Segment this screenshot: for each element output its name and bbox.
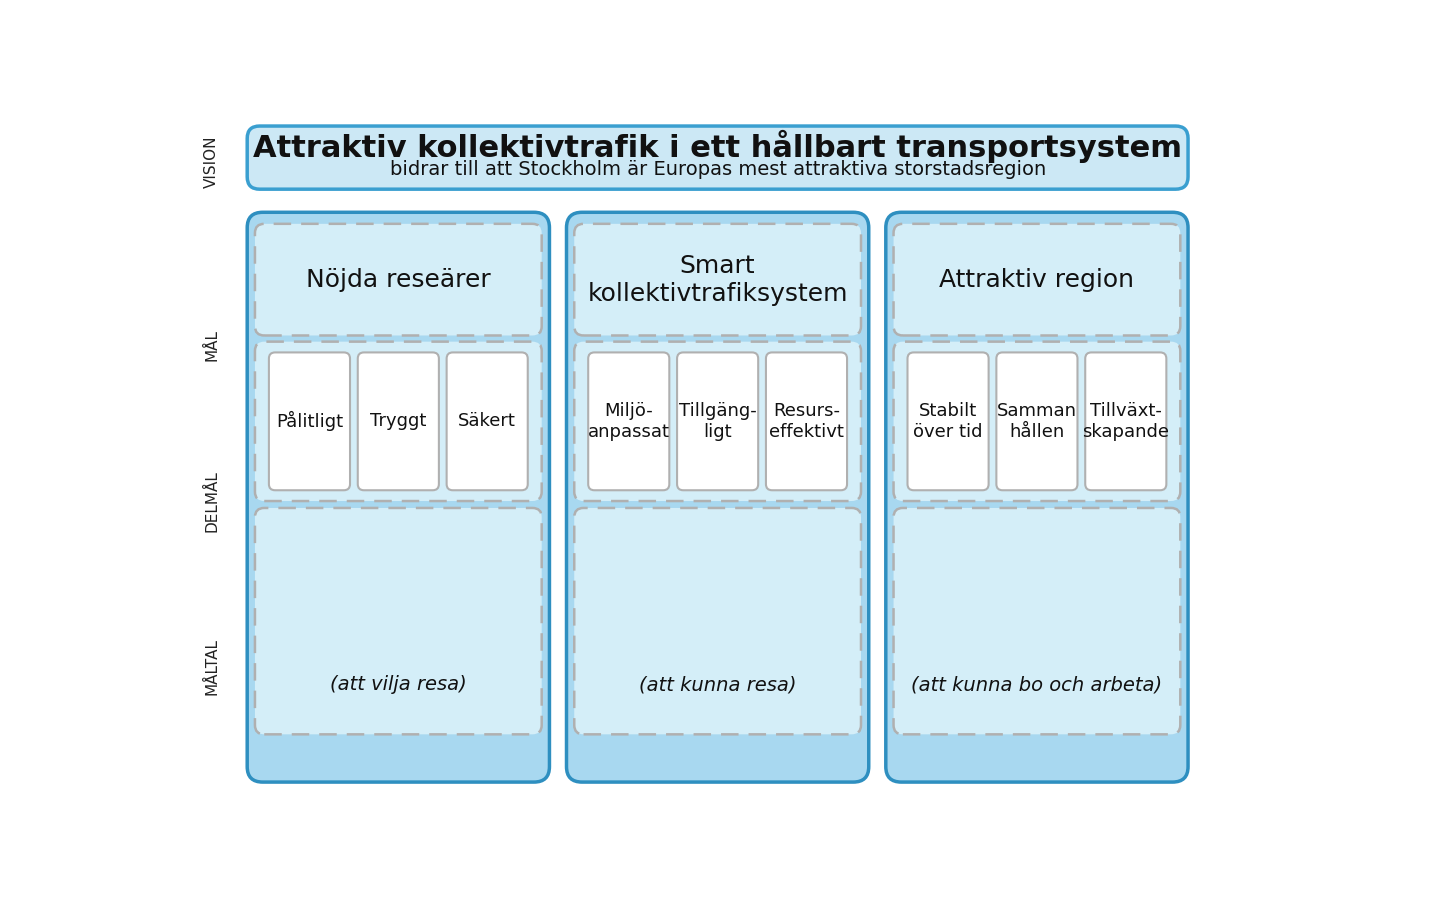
FancyBboxPatch shape (894, 224, 1180, 336)
FancyBboxPatch shape (894, 508, 1180, 734)
FancyBboxPatch shape (766, 352, 848, 491)
FancyBboxPatch shape (358, 352, 438, 491)
FancyBboxPatch shape (255, 224, 541, 336)
Text: Stabilt
över tid: Stabilt över tid (914, 402, 982, 441)
Text: Nöjda reseärer: Nöjda reseärer (306, 267, 491, 291)
FancyBboxPatch shape (567, 212, 869, 782)
FancyBboxPatch shape (574, 508, 861, 734)
FancyBboxPatch shape (574, 342, 861, 501)
FancyBboxPatch shape (894, 342, 1180, 501)
Text: Resurs-
effektivt: Resurs- effektivt (769, 402, 843, 441)
Text: Tillgäng-
ligt: Tillgäng- ligt (679, 402, 756, 441)
Text: Säkert: Säkert (458, 412, 516, 431)
FancyBboxPatch shape (574, 224, 861, 336)
FancyBboxPatch shape (589, 352, 669, 491)
FancyBboxPatch shape (248, 212, 550, 782)
Text: DELMÅL: DELMÅL (203, 470, 219, 532)
Text: (att kunna resa): (att kunna resa) (639, 675, 796, 694)
Text: MÅL: MÅL (203, 329, 219, 361)
FancyBboxPatch shape (886, 212, 1189, 782)
FancyBboxPatch shape (248, 126, 1189, 189)
Text: Miljö-
anpassat: Miljö- anpassat (587, 402, 670, 441)
FancyBboxPatch shape (269, 352, 349, 491)
Text: Tryggt: Tryggt (369, 412, 427, 431)
Text: MÅLTAL: MÅLTAL (203, 638, 219, 695)
Text: Smart
kollektivtrafiksystem: Smart kollektivtrafiksystem (587, 254, 848, 305)
FancyBboxPatch shape (255, 508, 541, 734)
Text: Tillväxt-
skapande: Tillväxt- skapande (1083, 402, 1170, 441)
FancyBboxPatch shape (677, 352, 758, 491)
FancyBboxPatch shape (997, 352, 1077, 491)
Text: Attraktiv region: Attraktiv region (939, 267, 1134, 291)
Text: Samman
hållen: Samman hållen (997, 402, 1077, 441)
Text: bidrar till att Stockholm är Europas mest attraktiva storstadsregion: bidrar till att Stockholm är Europas mes… (390, 160, 1045, 180)
FancyBboxPatch shape (1085, 352, 1166, 491)
Text: VISION: VISION (203, 136, 219, 188)
Text: (att vilja resa): (att vilja resa) (329, 675, 467, 694)
FancyBboxPatch shape (908, 352, 988, 491)
FancyBboxPatch shape (447, 352, 528, 491)
Text: (att kunna bo och arbeta): (att kunna bo och arbeta) (911, 675, 1163, 694)
FancyBboxPatch shape (255, 342, 541, 501)
Text: Pålitligt: Pålitligt (276, 411, 344, 431)
Text: Attraktiv kollektivtrafik i ett hållbart transportsystem: Attraktiv kollektivtrafik i ett hållbart… (253, 130, 1183, 163)
